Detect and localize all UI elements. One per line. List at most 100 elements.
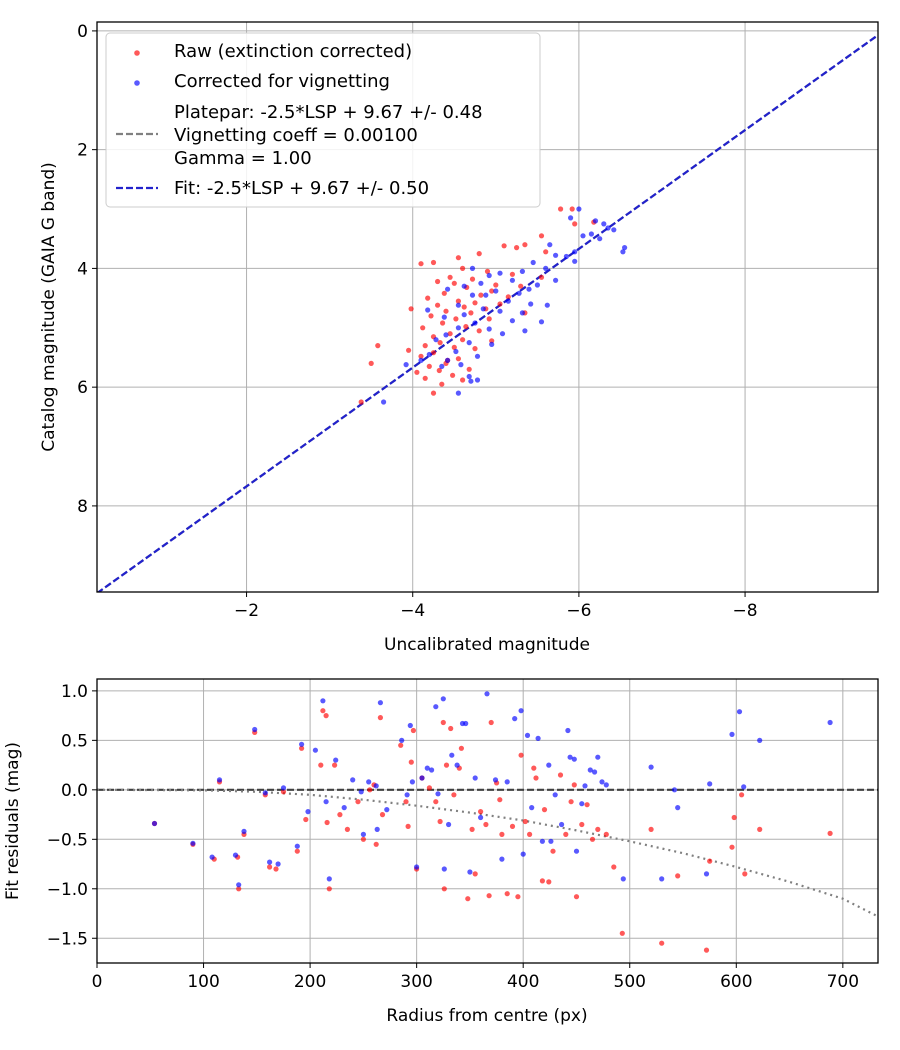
raw-data-point	[469, 826, 475, 833]
x-tick-label: 300	[400, 972, 432, 992]
raw-data-point	[546, 879, 552, 885]
raw-data-point	[426, 785, 432, 791]
raw-data-point	[451, 792, 457, 798]
bottom-y-axis-label: Fit residuals (mag)	[3, 742, 23, 900]
raw-data-point	[440, 320, 446, 326]
raw-data-point	[460, 377, 466, 383]
raw-data-point	[603, 831, 609, 838]
raw-data-point	[344, 826, 350, 833]
raw-data-point	[539, 878, 546, 884]
corrected-data-point	[469, 265, 476, 271]
corrected-data-point	[190, 840, 196, 846]
corrected-data-point	[435, 791, 441, 797]
corrected-data-point	[519, 310, 526, 316]
corrected-data-point	[350, 777, 356, 783]
legend-marker-raw	[134, 50, 140, 56]
corrected-data-point	[455, 390, 461, 396]
raw-data-point	[707, 858, 713, 864]
raw-data-point	[323, 713, 329, 719]
raw-data-point	[420, 325, 426, 331]
corrected-data-point	[522, 328, 528, 334]
corrected-data-point	[703, 871, 710, 877]
corrected-data-point	[446, 821, 452, 828]
corrected-data-point	[493, 288, 499, 294]
x-tick-label: −8	[733, 601, 758, 621]
raw-data-point	[433, 799, 439, 805]
raw-data-point	[379, 812, 386, 818]
raw-data-point	[373, 841, 379, 847]
x-tick-label: 200	[294, 972, 326, 992]
corrected-data-point	[599, 779, 605, 785]
corrected-data-point	[757, 737, 763, 744]
raw-data-point	[478, 292, 484, 298]
corrected-data-point	[573, 848, 580, 854]
corrected-data-point	[404, 792, 410, 798]
corrected-data-point	[535, 735, 541, 742]
legend: Raw (extinction corrected) Corrected for…	[105, 32, 541, 208]
corrected-data-point	[565, 727, 571, 734]
corrected-data-point	[323, 799, 329, 805]
raw-data-point	[375, 343, 381, 349]
corrected-data-point	[497, 270, 503, 276]
raw-data-point	[377, 715, 383, 721]
raw-data-point	[611, 864, 617, 870]
raw-data-point	[458, 745, 464, 751]
raw-data-point	[501, 243, 507, 249]
raw-data-point	[430, 350, 437, 356]
raw-data-point	[405, 823, 411, 830]
legend-box	[105, 32, 541, 208]
corrected-data-point	[466, 373, 472, 380]
raw-data-point	[486, 316, 492, 322]
raw-data-point	[497, 301, 503, 307]
raw-data-point	[455, 255, 461, 261]
raw-data-point	[447, 331, 453, 337]
corrected-data-point	[305, 809, 311, 815]
corrected-data-point	[659, 876, 665, 882]
raw-data-point	[435, 278, 441, 285]
corrected-data-point	[299, 741, 305, 747]
corrected-data-point	[455, 325, 461, 331]
raw-data-point	[440, 719, 446, 726]
raw-data-point	[422, 343, 428, 349]
top-y-axis-label: Catalog magnitude (GAIA G band)	[39, 162, 59, 452]
corrected-data-point	[741, 784, 747, 790]
corrected-data-point	[366, 779, 372, 785]
corrected-data-point	[499, 331, 506, 337]
bottom-grid	[96, 679, 878, 963]
corrected-data-point	[611, 227, 617, 233]
corrected-data-point	[519, 268, 526, 274]
legend-label-raw: Raw (extinction corrected)	[174, 41, 412, 62]
corrected-data-point	[468, 378, 474, 384]
raw-data-point	[460, 265, 466, 271]
corrected-data-point	[601, 221, 607, 227]
corrected-data-point	[572, 258, 578, 264]
corrected-data-point	[333, 757, 339, 763]
corrected-data-point	[426, 351, 432, 358]
raw-data-point	[437, 340, 443, 346]
raw-data-point	[515, 894, 521, 900]
corrected-data-point	[516, 290, 522, 296]
x-tick-label: 700	[827, 972, 859, 992]
corrected-data-point	[419, 775, 425, 781]
raw-data-point	[489, 288, 495, 294]
legend-label-fit: Fit: -2.5*LSP + 9.67 +/- 0.50	[174, 178, 429, 199]
raw-data-point	[478, 809, 484, 815]
corrected-data-point	[543, 265, 549, 271]
raw-data-point	[589, 836, 596, 842]
corrected-data-point	[455, 302, 461, 308]
corrected-data-point	[440, 696, 446, 702]
corrected-data-point	[559, 821, 565, 828]
top-x-axis-label: Uncalibrated magnitude	[384, 635, 590, 655]
corrected-data-point	[582, 783, 588, 789]
x-tick-label: −6	[566, 601, 591, 621]
corrected-data-point	[484, 691, 490, 697]
legend-marker-corrected	[134, 80, 140, 86]
raw-data-point	[472, 346, 478, 352]
raw-data-point	[619, 930, 625, 936]
raw-data-point	[675, 873, 681, 879]
raw-data-point	[476, 328, 482, 334]
raw-data-point	[504, 891, 510, 897]
corrected-data-point	[463, 720, 469, 727]
raw-data-point	[435, 302, 441, 308]
corrected-data-point	[534, 282, 541, 288]
